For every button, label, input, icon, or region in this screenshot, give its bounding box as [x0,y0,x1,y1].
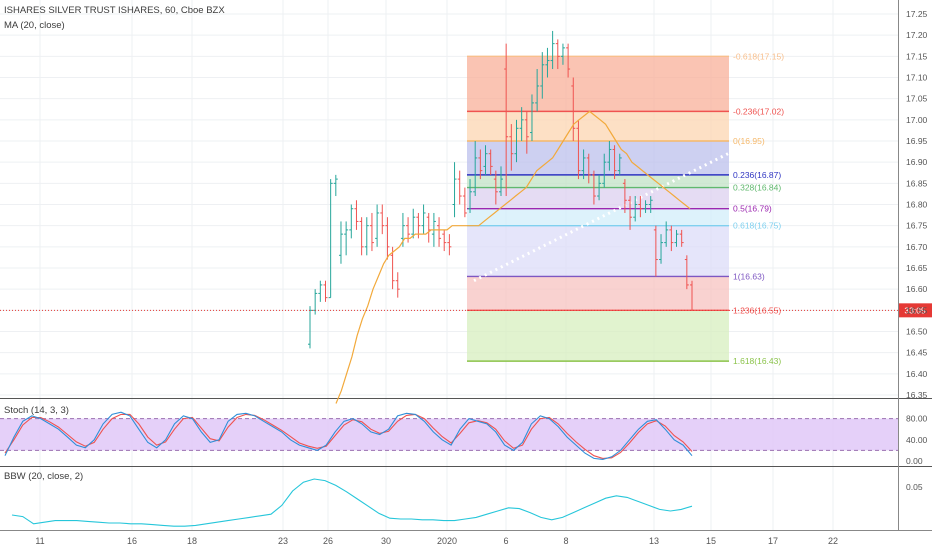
fib-zone [467,56,729,112]
fib-zone [467,187,729,209]
fib-zone [467,225,729,277]
x-tick-label: 18 [187,536,197,546]
y-tick-label: 17.20 [906,30,928,40]
chart-title: ISHARES SILVER TRUST ISHARES, 60, Cboe B… [4,5,225,16]
ma-line [335,110,691,404]
fib-zone [467,276,729,311]
x-tick-label: 6 [503,536,508,546]
x-tick-label: 17 [768,536,778,546]
bbw-line [11,478,693,527]
fib-level-label: -0.618(17.15) [733,51,784,61]
fib-level-label: 0.618(16.75) [733,221,781,231]
y-tick-label: 17.10 [906,73,928,83]
ma-legend[interactable]: MA (20, close) [4,20,65,31]
y-tick-label: 16.45 [906,348,928,358]
last-price-badge [899,303,932,318]
y-tick-label: 16.35 [906,390,928,400]
last-price-line: 33:05 [0,303,932,318]
fib-level-label: 0.5(16.79) [733,204,772,214]
stoch-band [0,418,898,451]
x-tick-label: 8 [563,536,568,546]
y-tick-label: 16.85 [906,178,928,188]
moving-average-series [335,110,691,404]
fib-zone [467,111,729,141]
y-tick-label: 17.15 [906,51,928,61]
x-tick-label: 2020 [437,536,457,546]
stoch-k-line [4,411,693,460]
grid-lines [0,0,932,531]
fib-level-label: 0.236(16.87) [733,170,781,180]
fib-zone [467,310,729,362]
fib-level-label: 0(16.95) [733,136,765,146]
y-tick-label: 16.95 [906,136,928,146]
x-tick-label: 23 [278,536,288,546]
y-tick-label: 17.05 [906,94,928,104]
y-tick-label: 16.40 [906,369,928,379]
bbw-tick-label: 0.05 [906,482,923,492]
fibonacci-retracement[interactable]: -0.618(17.15) -0.236(17.02) 0(16.95) 0.236(… [467,51,784,366]
fib-level-label: 1(16.63) [733,271,765,281]
bbw-pane [11,478,693,527]
stoch-tick-label: 80.00 [906,414,928,424]
stochastic-pane [0,411,898,460]
y-tick-label: 17.00 [906,115,928,125]
fib-level-label: 0.328(16.84) [733,183,781,193]
stoch-tick-label: 40.00 [906,435,928,445]
y-tick-label: 16.50 [906,327,928,337]
bbw-legend[interactable]: BBW (20, close, 2) [4,471,84,482]
y-tick-label: 16.75 [906,221,928,231]
y-tick-label: 16.80 [906,200,928,210]
price-axis[interactable]: 17.25 17.20 17.15 17.10 17.05 17.00 16.95 16.90… [906,9,928,492]
x-tick-label: 16 [127,536,137,546]
x-tick-label: 30 [381,536,391,546]
x-tick-label: 15 [706,536,716,546]
y-tick-label: 16.90 [906,157,928,167]
y-tick-label: 16.60 [906,284,928,294]
x-tick-label: 13 [649,536,659,546]
stoch-legend[interactable]: Stoch (14, 3, 3) [4,405,69,416]
time-axis[interactable]: 11 16 18 23 26 30 2020 6 8 13 15 17 22 [35,536,838,546]
fib-level-label: 1.236(16.55) [733,305,781,315]
candlestick-series [308,30,694,349]
fib-zone [467,141,729,175]
fib-level-label: -0.236(17.02) [733,106,784,116]
y-tick-label: 16.65 [906,263,928,273]
stoch-d-line [4,413,693,459]
y-tick-label: 16.70 [906,242,928,252]
countdown-label: 33:05 [904,305,926,315]
y-tick-label: 17.25 [906,9,928,19]
y-tick-label: 16.55 [906,305,928,315]
fib-level-label: 1.618(16.43) [733,356,781,366]
x-tick-label: 26 [323,536,333,546]
x-tick-label: 22 [828,536,838,546]
x-tick-label: 11 [35,536,44,546]
stoch-tick-label: 0.00 [906,456,923,466]
